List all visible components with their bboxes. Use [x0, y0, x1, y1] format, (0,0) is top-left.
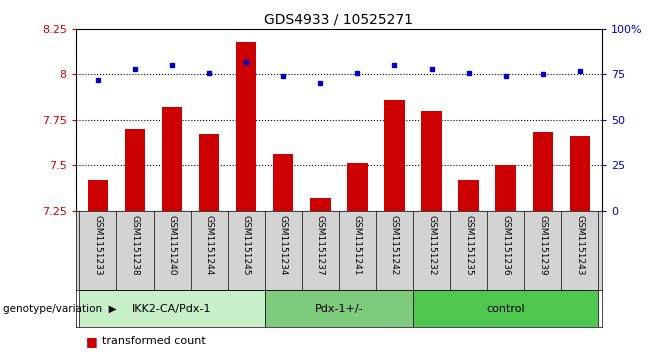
Bar: [570, 136, 590, 211]
Text: ■: ■: [86, 335, 97, 348]
Bar: [459, 180, 479, 211]
Bar: [125, 129, 145, 211]
Text: genotype/variation  ▶: genotype/variation ▶: [3, 303, 117, 314]
Text: GSM1151233: GSM1151233: [93, 215, 103, 275]
Text: GSM1151238: GSM1151238: [130, 215, 139, 275]
Bar: [88, 180, 108, 211]
Text: GSM1151242: GSM1151242: [390, 215, 399, 275]
Bar: [413, 290, 598, 327]
Text: GSM1151235: GSM1151235: [464, 215, 473, 275]
Text: GSM1151239: GSM1151239: [538, 215, 547, 275]
Text: GSM1151241: GSM1151241: [353, 215, 362, 275]
Text: control: control: [486, 303, 525, 314]
Text: Pdx-1+/-: Pdx-1+/-: [315, 303, 363, 314]
Text: GSM1151240: GSM1151240: [168, 215, 176, 275]
Bar: [80, 290, 265, 327]
Bar: [162, 107, 182, 211]
Text: IKK2-CA/Pdx-1: IKK2-CA/Pdx-1: [132, 303, 212, 314]
Text: GSM1151232: GSM1151232: [427, 215, 436, 275]
Bar: [347, 163, 368, 211]
Bar: [532, 132, 553, 211]
Text: GSM1151236: GSM1151236: [501, 215, 510, 275]
Bar: [199, 134, 219, 211]
Bar: [495, 165, 516, 211]
Text: transformed count: transformed count: [102, 336, 206, 346]
Bar: [384, 100, 405, 211]
Text: GSM1151243: GSM1151243: [575, 215, 584, 275]
Text: GSM1151244: GSM1151244: [205, 215, 214, 275]
Bar: [265, 290, 413, 327]
Title: GDS4933 / 10525271: GDS4933 / 10525271: [265, 12, 413, 26]
Bar: [236, 42, 257, 211]
Text: GSM1151237: GSM1151237: [316, 215, 325, 275]
Text: GSM1151234: GSM1151234: [279, 215, 288, 275]
Bar: [310, 198, 330, 211]
Bar: [273, 154, 293, 211]
Text: GSM1151245: GSM1151245: [241, 215, 251, 275]
Bar: [421, 111, 442, 211]
